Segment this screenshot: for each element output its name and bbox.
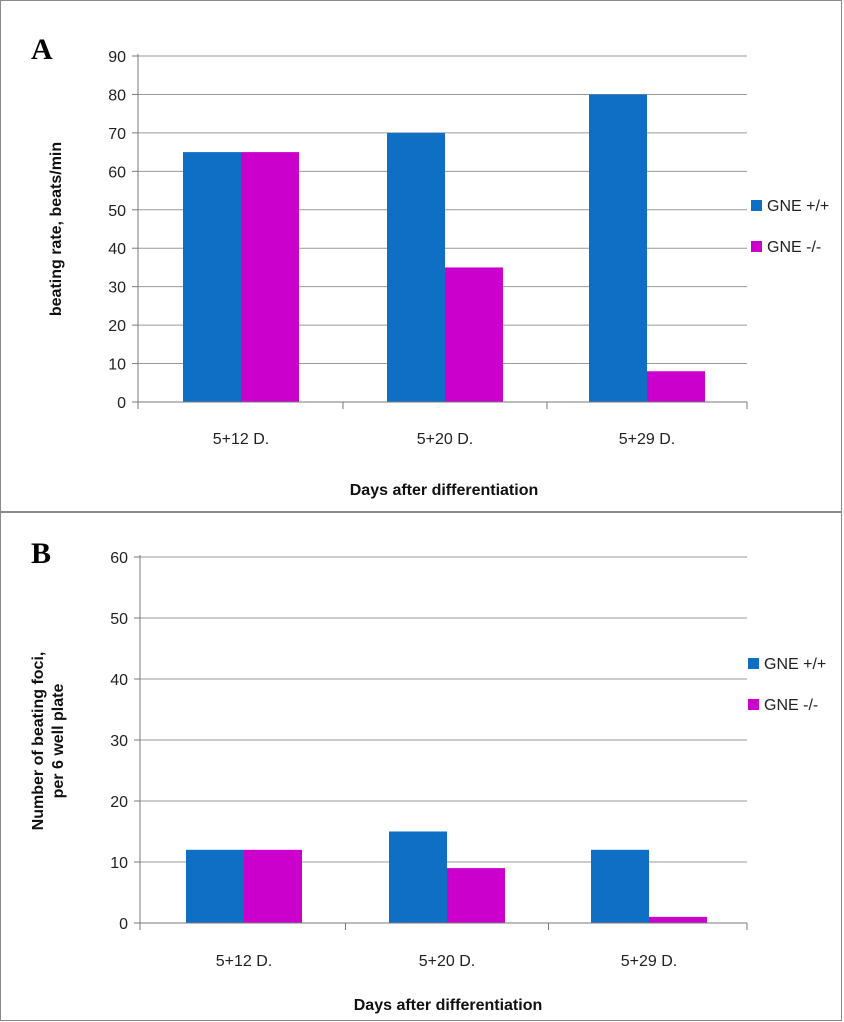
- bar-gne-wt-1: [186, 849, 244, 923]
- y-tick-label: 80: [108, 87, 126, 104]
- bar-gne-wt-2: [389, 831, 447, 923]
- y-tick-label: 40: [108, 241, 126, 258]
- y-tick-label: 30: [108, 280, 126, 297]
- y-tick-label: 10: [110, 855, 128, 872]
- y-tick-label: 60: [108, 164, 126, 181]
- bar-gne-ko-2: [445, 267, 503, 402]
- x-category-label: 5+29 D.: [621, 953, 677, 970]
- y-tick-label: 20: [110, 794, 128, 811]
- y-axis-title-line: Number of beating foci,: [30, 652, 47, 831]
- chart-b-svg: 0 10 20 30 40 50 60 5+12 D. 5+20 D. 5+29 D. Days a…: [30, 537, 826, 1014]
- bar-gne-ko-1: [244, 849, 302, 923]
- chart-panel-b: 0 10 20 30 40 50 60 5+12 D. 5+20 D. 5+29 D. Days a…: [0, 512, 842, 1021]
- bar-gne-wt-1: [183, 152, 241, 402]
- x-category-label: 5+29 D.: [619, 431, 675, 448]
- y-axis-title-line: per 6 well plate: [50, 684, 67, 799]
- legend-swatch-gne-ko: [748, 699, 759, 710]
- x-axis-title: Days after differentiation: [354, 997, 542, 1014]
- y-tick-label: 0: [117, 395, 126, 412]
- y-tick-label: 20: [108, 318, 126, 335]
- bar-gne-wt-3: [589, 94, 647, 402]
- bar-gne-ko-1: [241, 152, 299, 402]
- x-category-label: 5+20 D.: [419, 953, 475, 970]
- y-tick-label: 30: [110, 733, 128, 750]
- legend-swatch-gne-wt: [751, 200, 762, 211]
- x-category-label: 5+12 D.: [213, 431, 269, 448]
- panel-letter: B: [31, 537, 51, 570]
- bar-gne-ko-2: [447, 868, 505, 923]
- y-tick-label: 60: [110, 550, 128, 567]
- bar-gne-ko-3: [649, 916, 707, 923]
- chart-panel-a: 0 10 20 30 40 50 60 70 80 90 5+12 D. 5+20 D. 5+29 D.…: [0, 0, 842, 512]
- y-tick-label: 10: [108, 357, 126, 374]
- bar-gne-wt-3: [591, 849, 649, 923]
- legend-label: GNE -/-: [764, 697, 818, 714]
- panel-letter: A: [31, 33, 53, 66]
- y-axis-title-text: beating rate, beats/min: [48, 142, 65, 316]
- y-axis-title: beating rate, beats/min: [48, 142, 65, 316]
- y-tick-label: 40: [110, 672, 128, 689]
- y-tick-label: 50: [108, 203, 126, 220]
- x-category-label: 5+20 D.: [417, 431, 473, 448]
- legend-swatch-gne-ko: [751, 241, 762, 252]
- legend-swatch-gne-wt: [748, 658, 759, 669]
- x-category-label: 5+12 D.: [216, 953, 272, 970]
- chart-a-svg: 0 10 20 30 40 50 60 70 80 90 5+12 D. 5+20 D. 5+29 D.…: [31, 33, 829, 499]
- legend-label: GNE +/+: [764, 656, 826, 673]
- legend-label: GNE +/+: [767, 198, 829, 215]
- y-tick-label: 0: [119, 916, 128, 933]
- y-tick-label: 90: [108, 49, 126, 66]
- x-axis-title: Days after differentiation: [350, 482, 538, 499]
- bar-gne-wt-2: [387, 132, 445, 402]
- y-axis-title: Number of beating foci, per 6 well plate: [30, 652, 67, 831]
- legend-label: GNE -/-: [767, 239, 821, 256]
- bar-gne-ko-3: [647, 371, 705, 402]
- y-tick-label: 70: [108, 126, 126, 143]
- y-tick-label: 50: [110, 611, 128, 628]
